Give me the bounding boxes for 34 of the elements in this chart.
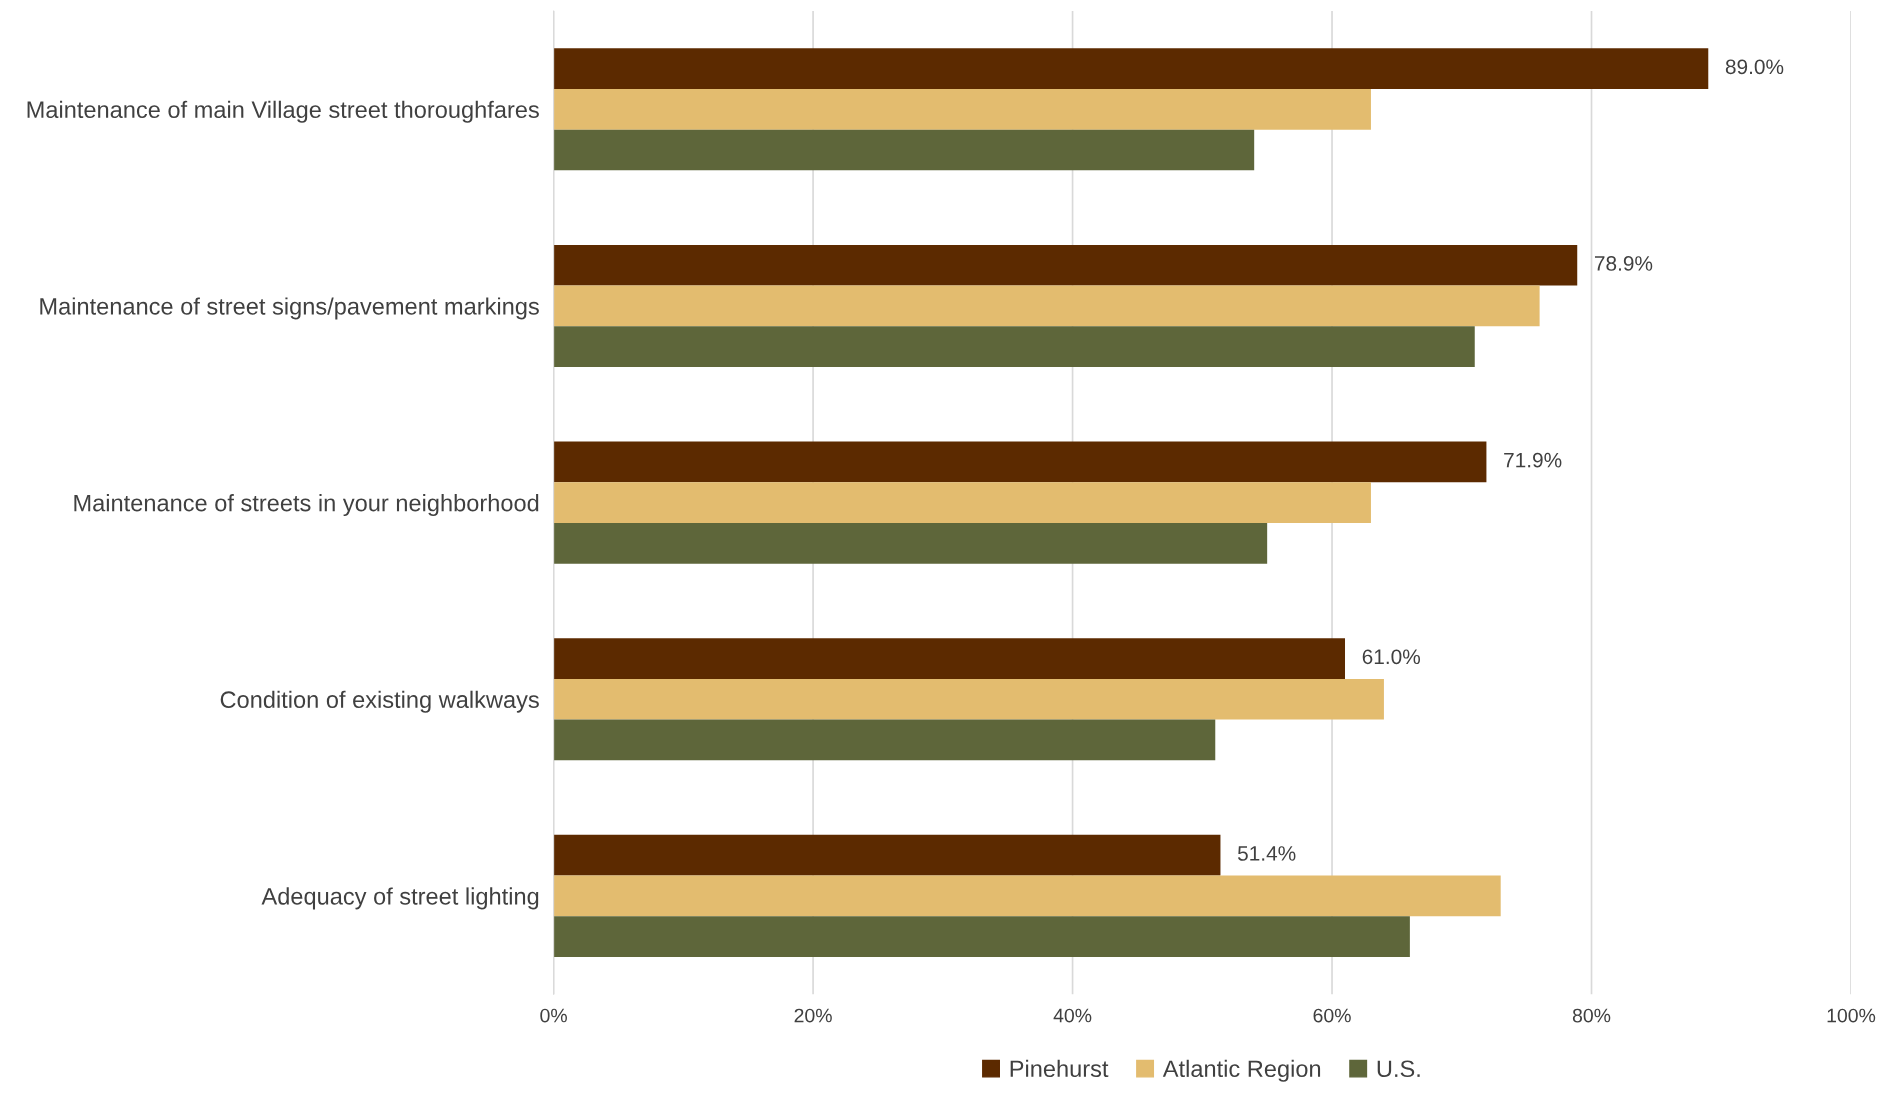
y-tick-label: Adequacy of street lighting xyxy=(261,887,539,910)
x-tick-label: 40% xyxy=(1053,1008,1092,1023)
bar xyxy=(553,326,1475,368)
data-label: 51.4% xyxy=(1237,846,1296,861)
x-tick-label: 0% xyxy=(540,1008,567,1023)
bar xyxy=(553,916,1410,957)
bar xyxy=(553,678,1384,720)
bar xyxy=(553,88,1371,130)
bar xyxy=(553,522,1268,564)
bar xyxy=(553,285,1540,327)
data-label: 61.0% xyxy=(1362,649,1421,665)
x-tick-label: 60% xyxy=(1313,1008,1351,1023)
bar xyxy=(553,482,1371,523)
y-tick-label: Maintenance of street signs/pavement markings xyxy=(40,297,539,320)
bar xyxy=(553,834,1221,876)
data-label: 78.9% xyxy=(1594,256,1653,271)
bar xyxy=(553,244,1578,286)
y-tick-label: Maintenance of streets in your neighborhood xyxy=(74,494,539,517)
data-label: 71.9% xyxy=(1504,452,1562,468)
legend-label: Atlantic Region xyxy=(1162,1059,1321,1082)
bar xyxy=(553,875,1501,917)
bar xyxy=(553,48,1709,89)
bar xyxy=(553,129,1255,171)
y-tick-label: Condition of existing walkways xyxy=(220,690,539,713)
x-tick-label: 20% xyxy=(794,1008,832,1023)
bar xyxy=(553,719,1216,761)
x-tick-label: 80% xyxy=(1572,1008,1611,1023)
x-tick-label: 100% xyxy=(1827,1008,1876,1023)
data-label: 89.0% xyxy=(1725,59,1784,75)
bar xyxy=(553,638,1346,679)
legend-label: U.S. xyxy=(1377,1060,1420,1078)
legend-label: Pinehurst xyxy=(1010,1059,1109,1078)
y-tick-label: Maintenance of main Village street thoroughfares xyxy=(27,100,539,123)
bar xyxy=(553,441,1487,483)
